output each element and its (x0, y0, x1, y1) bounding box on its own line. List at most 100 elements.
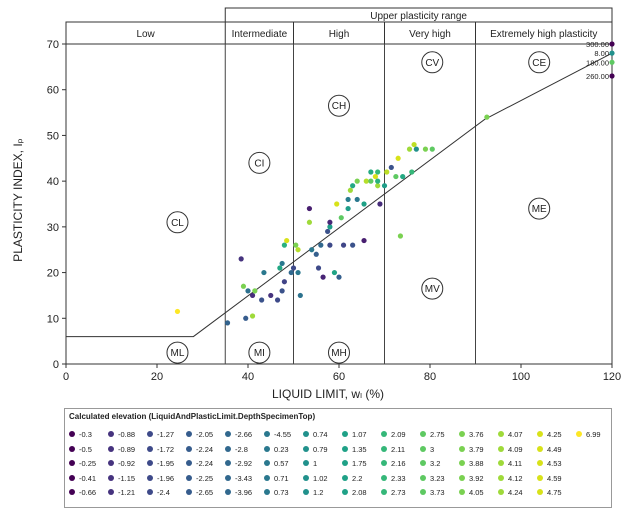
data-point (313, 251, 319, 257)
legend-value: 4.12 (508, 473, 523, 483)
region-circle (421, 277, 444, 300)
legend-value: 0.71 (274, 473, 289, 483)
legend-value: 4.07 (508, 430, 523, 439)
legend-swatch (147, 460, 153, 466)
data-point (397, 233, 404, 239)
legend-value: 2.16 (391, 459, 406, 468)
data-point (297, 292, 303, 299)
data-point (400, 173, 406, 180)
region-label: MI (254, 348, 265, 359)
legend-swatch (69, 474, 75, 481)
legend-value: 3.76 (469, 430, 484, 439)
data-point (306, 219, 313, 225)
data-point (336, 274, 342, 280)
legend-swatch (459, 489, 465, 495)
data-point (347, 187, 353, 193)
data-point (281, 242, 287, 248)
legend-value: -2.4 (157, 488, 170, 497)
data-point (609, 73, 615, 79)
legend-value: 2.11 (391, 444, 406, 454)
region-label: CV (425, 58, 439, 69)
legend-swatch (459, 431, 465, 437)
data-point (295, 247, 301, 253)
y-tick-label: 0 (53, 359, 59, 371)
data-point (372, 173, 378, 180)
data-point (388, 164, 394, 171)
legend-value: 1.2 (313, 488, 324, 497)
x-tick-label: 20 (151, 371, 163, 383)
legend-value: 0.74 (313, 430, 328, 439)
legend-swatch (108, 460, 114, 466)
legend-swatch (420, 489, 426, 495)
legend-swatch (69, 460, 75, 466)
legend-swatch (69, 431, 75, 437)
legend-value: -1.21 (118, 488, 136, 497)
legend-value: -0.92 (118, 459, 136, 468)
data-point (340, 242, 347, 248)
data-point (240, 283, 247, 289)
legend-value: 3 (430, 444, 435, 454)
legend-value: -0.5 (79, 444, 92, 454)
zone-label: Intermediate (232, 29, 288, 40)
data-point (279, 288, 285, 294)
region-circle (328, 341, 350, 364)
y-tick-label: 10 (47, 313, 59, 325)
data-point (249, 313, 256, 319)
legend-swatch (303, 431, 309, 437)
edge-label: 180.00 (586, 58, 609, 67)
data-point (290, 265, 297, 271)
legend-value: 4.09 (508, 444, 523, 454)
legend-value: 3.79 (469, 444, 484, 454)
legend-swatch (381, 445, 387, 452)
legend-swatch (147, 431, 153, 437)
zone-label: Very high (409, 29, 451, 40)
legend-value: 2.75 (430, 430, 445, 439)
legend-value: -2.24 (196, 444, 214, 454)
data-point (350, 242, 356, 248)
legend-swatch (420, 460, 426, 466)
legend-swatch (225, 460, 231, 466)
legend-value: 4.75 (547, 488, 562, 497)
data-point (245, 288, 251, 294)
x-tick-label: 120 (603, 371, 621, 383)
region-label: ME (532, 204, 547, 215)
legend-swatch (459, 474, 465, 481)
legend-swatch (381, 460, 387, 466)
legend-swatch (342, 431, 348, 437)
legend-value: -0.3 (79, 430, 92, 439)
legend-swatch (420, 445, 426, 452)
legend-swatch (108, 489, 114, 495)
data-point (261, 269, 267, 276)
zone-label: Low (136, 29, 155, 40)
data-point (363, 178, 369, 184)
data-point (350, 183, 356, 189)
legend-swatch (342, 460, 348, 466)
chart-axes: 0 20 40 60 80 100 120 0 10 20 30 40 50 60 70 (47, 39, 621, 383)
legend-value: 4.25 (547, 430, 562, 439)
legend-value: -1.72 (157, 444, 175, 454)
data-point (315, 265, 322, 271)
legend-swatch (108, 445, 114, 452)
y-tick-label: 30 (47, 222, 59, 234)
legend-swatch (225, 489, 231, 495)
data-point (309, 247, 315, 253)
legend-value: -2.66 (235, 430, 253, 439)
legend-swatch (498, 431, 504, 437)
legend-swatch (264, 445, 270, 452)
legend-swatch (537, 460, 543, 466)
legend-value: 0.73 (274, 488, 289, 497)
data-point (375, 169, 381, 175)
region-circle (248, 341, 271, 364)
data-point (384, 169, 390, 175)
legend-value: -0.66 (79, 488, 97, 497)
legend-swatch (225, 474, 231, 481)
legend-swatch (498, 489, 504, 495)
legend-swatch (264, 431, 270, 437)
data-point (368, 169, 374, 175)
data-point (238, 256, 244, 262)
data-point (609, 41, 615, 47)
x-tick-label: 0 (63, 371, 69, 383)
legend-value: -2.05 (196, 430, 214, 439)
legend-value: 2.08 (352, 488, 367, 497)
